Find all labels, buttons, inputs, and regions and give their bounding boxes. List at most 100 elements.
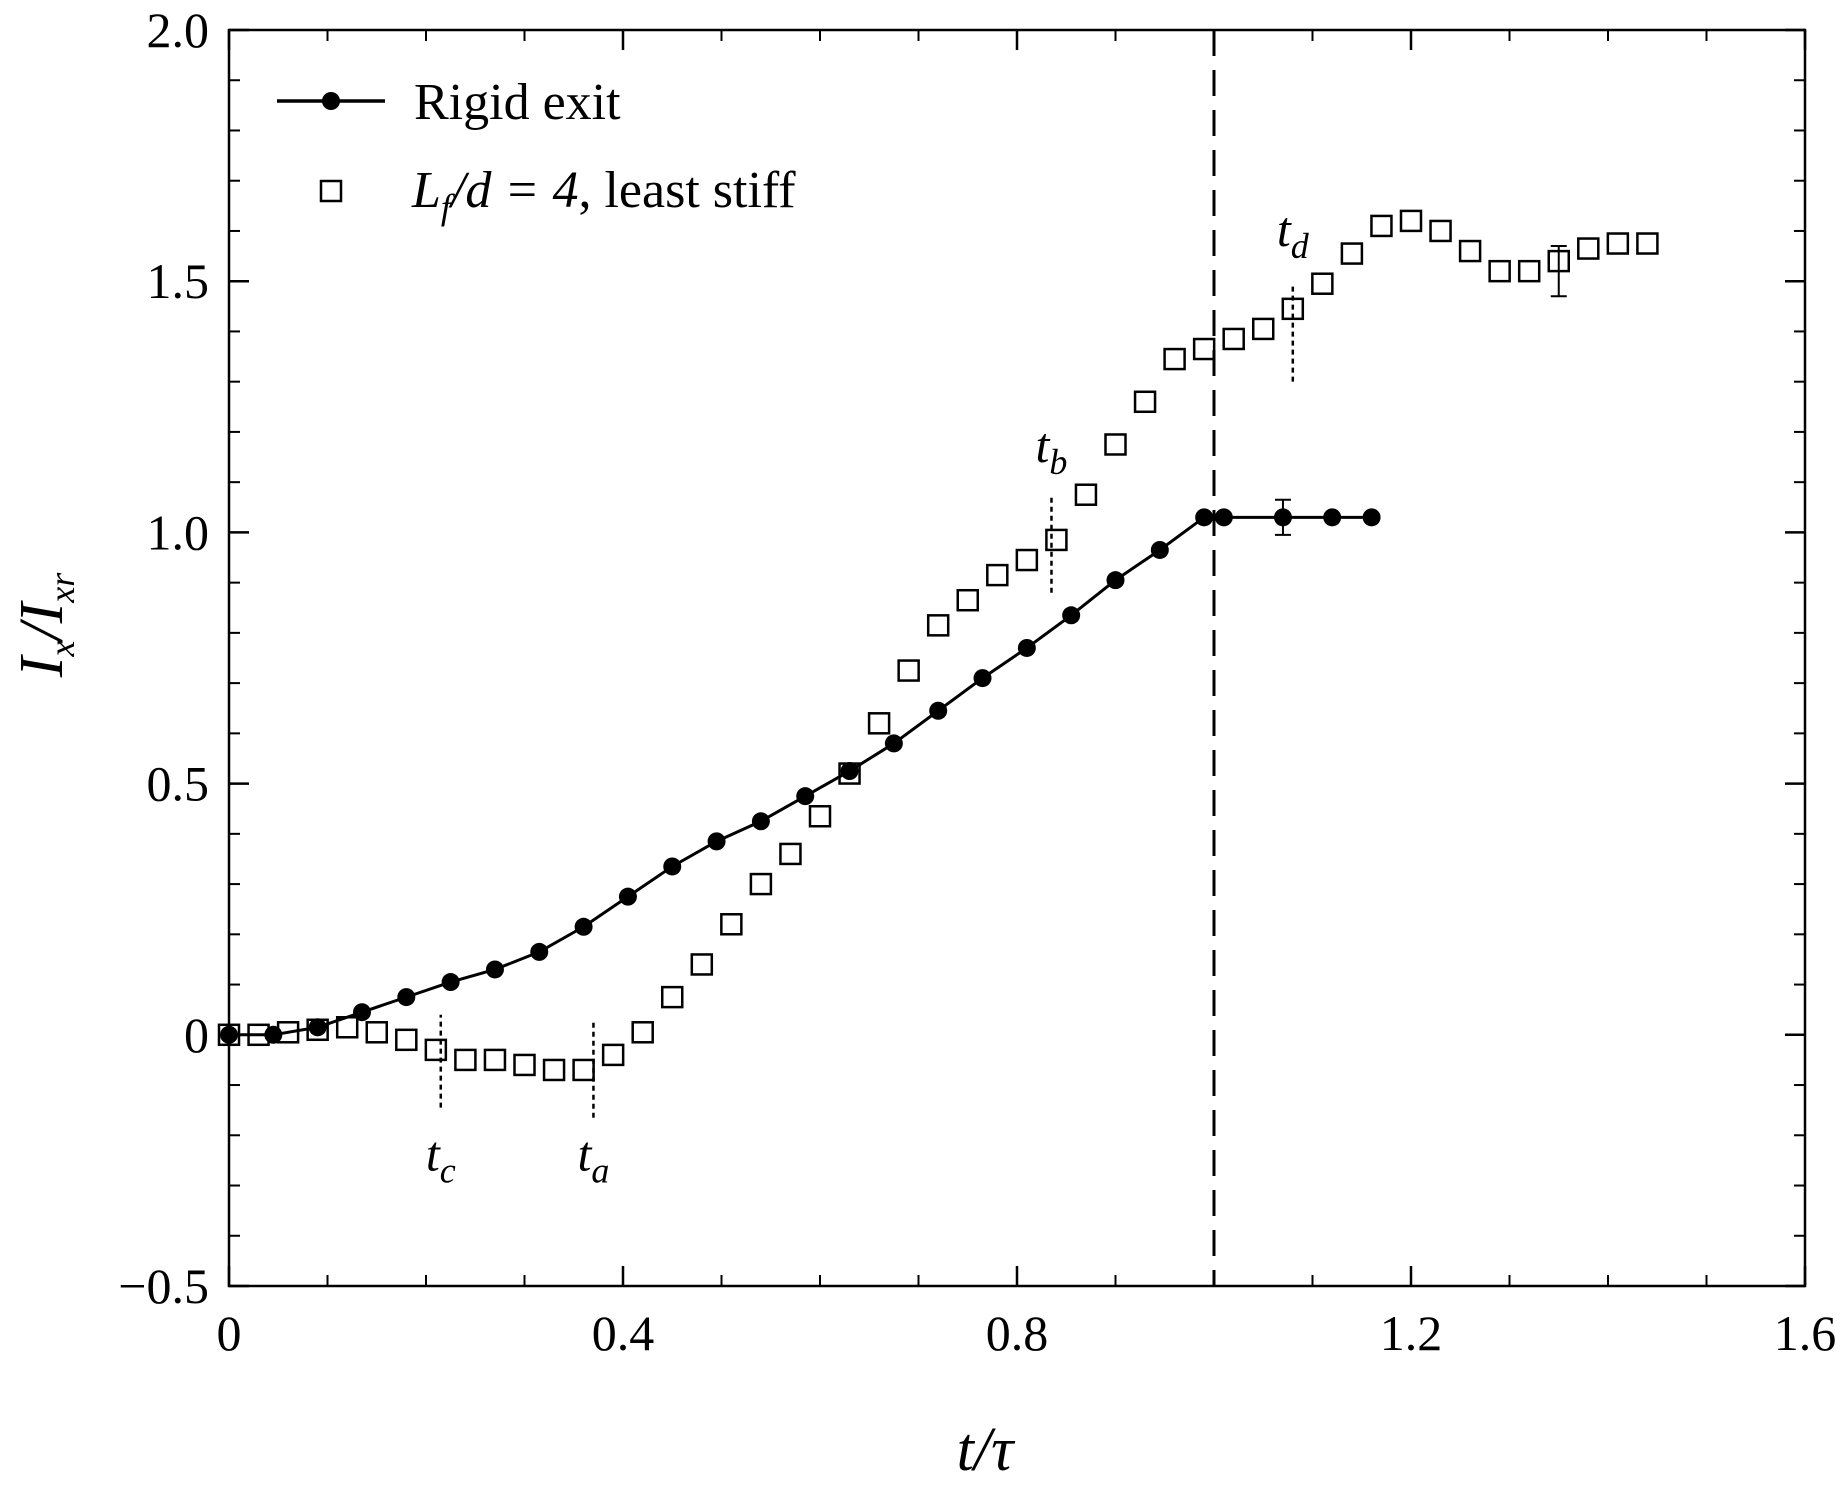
data-point (1311, 272, 1334, 295)
data-point (1606, 232, 1630, 255)
data-point (707, 832, 726, 851)
series-2 (217, 209, 1659, 1082)
y-tick-label: 2.0 (147, 2, 210, 58)
series-1 (220, 498, 1381, 1044)
y-tick-label: −0.5 (118, 1258, 209, 1314)
data-point (749, 872, 773, 896)
data-point (926, 614, 950, 637)
annotation-subscript: d (1291, 226, 1310, 266)
series-line (229, 515, 1372, 1037)
annotation-label-c: tc (426, 1125, 456, 1190)
data-point (1547, 249, 1570, 273)
legend-label-text: , least stiff (578, 162, 796, 219)
y-tick-label: 0 (184, 1007, 209, 1063)
x-tick-label: 1.2 (1380, 1305, 1443, 1361)
data-point (1150, 540, 1169, 559)
series-layer (217, 209, 1659, 1082)
y-tick-label: 0.5 (147, 756, 210, 812)
data-point (1323, 508, 1342, 527)
data-point (1015, 548, 1039, 572)
data-point (1214, 508, 1233, 527)
y-axis-title-den-sub: xr (42, 572, 82, 604)
data-point (1273, 508, 1292, 527)
data-point (897, 659, 920, 682)
annotation-base: t (1277, 201, 1292, 257)
x-axis-title-den: τ (991, 1416, 1016, 1482)
annotation-label-b: tb (1036, 417, 1068, 482)
data-point (483, 1048, 507, 1072)
x-tick-label: 0.8 (986, 1305, 1049, 1361)
data-point (454, 1048, 477, 1072)
annotation-base: t (577, 1125, 592, 1181)
data-point (929, 701, 948, 720)
data-point (1517, 259, 1541, 283)
data-point (1017, 638, 1036, 657)
data-point (690, 953, 714, 976)
data-point (1104, 433, 1127, 456)
data-point (220, 1025, 238, 1044)
legend-label-rigid: Rigid exit (414, 74, 621, 131)
annotation-subscript: b (1049, 442, 1067, 482)
data-point (1370, 214, 1393, 238)
data-point (572, 1058, 595, 1082)
x-axis-title-num: t (957, 1416, 976, 1482)
data-point (1252, 317, 1275, 341)
data-point (1340, 242, 1364, 265)
data-point (1192, 337, 1216, 361)
data-point (973, 669, 992, 688)
data-point (424, 1038, 448, 1062)
annotation-base: t (1036, 417, 1051, 473)
legend-math-base: L (411, 162, 441, 219)
axes-layer: 0 0.4 0.8 1.2 1.6−0.500.51.01.52.0 (118, 2, 1836, 1361)
y-tick-label: 1.0 (147, 504, 210, 560)
data-point (397, 988, 416, 1007)
annotation-subscript: c (440, 1150, 456, 1190)
data-point (661, 985, 684, 1009)
data-point (1074, 483, 1098, 506)
x-tick-label: 0.4 (592, 1305, 655, 1361)
data-point (395, 1028, 418, 1052)
legend-marker-rigid (322, 92, 340, 110)
annotation-label-a: ta (577, 1125, 609, 1190)
data-point (1362, 508, 1381, 527)
y-axis-title-num: I (8, 653, 76, 678)
data-point (1163, 347, 1186, 371)
legend-math-rest: /d = 4 (448, 162, 579, 219)
data-point (663, 857, 682, 876)
data-point (365, 1021, 388, 1044)
data-point (1045, 528, 1068, 552)
data-point (247, 1023, 270, 1047)
data-point (1577, 237, 1600, 260)
data-point (751, 812, 770, 831)
data-point (276, 1021, 300, 1044)
y-tick-label: 1.5 (147, 253, 210, 309)
data-point (956, 588, 979, 612)
data-point (513, 1053, 536, 1077)
y-axis-title: Ix/Ixr (8, 572, 82, 679)
data-point (808, 805, 832, 828)
data-point (986, 563, 1009, 587)
data-point (1458, 239, 1482, 263)
data-point (441, 973, 460, 992)
data-point (601, 1043, 625, 1067)
data-point (485, 960, 504, 979)
x-tick-label: 0 (217, 1305, 242, 1361)
y-axis-title-num-sub: x (42, 641, 82, 658)
data-point (1222, 327, 1245, 351)
data-point (618, 887, 637, 906)
data-point (867, 712, 891, 735)
data-point (1399, 209, 1423, 233)
data-point (574, 917, 593, 936)
data-point (1195, 508, 1214, 527)
data-point (530, 942, 549, 961)
annotation-label-d: td (1277, 201, 1310, 266)
data-point (1281, 297, 1305, 321)
data-point (1062, 606, 1081, 625)
annotation-subscript: a (591, 1150, 609, 1190)
data-point (838, 762, 861, 785)
data-point (306, 1018, 329, 1042)
data-point (335, 1016, 359, 1039)
